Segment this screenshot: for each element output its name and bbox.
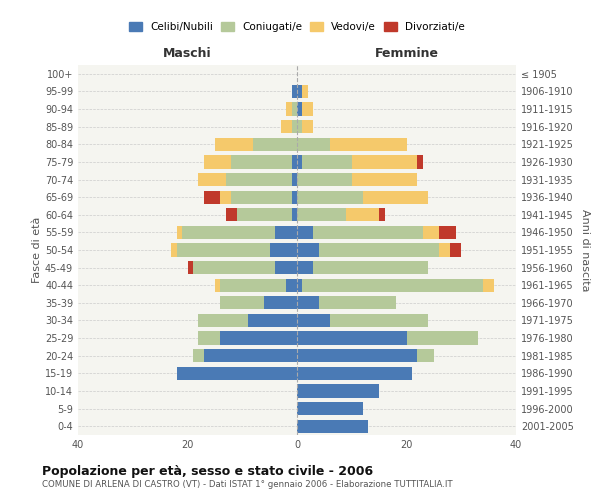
Bar	[302, 278, 483, 292]
Bar	[292, 120, 297, 134]
Bar	[199, 332, 220, 344]
Bar	[199, 314, 248, 327]
Bar	[450, 244, 461, 256]
Bar	[248, 314, 297, 327]
Bar	[231, 190, 292, 204]
Bar	[302, 120, 313, 134]
Bar	[292, 156, 297, 168]
Text: Femmine: Femmine	[374, 46, 439, 60]
Bar	[297, 296, 319, 310]
Bar	[418, 349, 434, 362]
Bar	[297, 349, 418, 362]
Bar	[297, 244, 319, 256]
Bar	[193, 349, 204, 362]
Bar	[297, 278, 302, 292]
Bar	[352, 173, 418, 186]
Bar	[297, 384, 379, 398]
Bar	[220, 296, 264, 310]
Bar	[176, 226, 182, 239]
Bar	[297, 190, 362, 204]
Bar	[237, 208, 292, 222]
Bar	[297, 332, 407, 344]
Bar	[171, 244, 176, 256]
Bar	[297, 102, 302, 116]
Bar	[204, 156, 232, 168]
Bar	[346, 208, 379, 222]
Bar	[226, 208, 237, 222]
Bar	[286, 102, 292, 116]
Bar	[269, 244, 297, 256]
Legend: Celibi/Nubili, Coniugati/e, Vedovi/e, Divorziati/e: Celibi/Nubili, Coniugati/e, Vedovi/e, Di…	[126, 18, 468, 35]
Bar	[418, 156, 423, 168]
Bar	[176, 366, 297, 380]
Bar	[215, 278, 220, 292]
Bar	[231, 156, 292, 168]
Bar	[313, 226, 423, 239]
Bar	[297, 226, 313, 239]
Bar	[379, 208, 385, 222]
Bar	[297, 402, 362, 415]
Bar	[292, 173, 297, 186]
Bar	[297, 208, 346, 222]
Bar	[292, 85, 297, 98]
Bar	[220, 278, 286, 292]
Bar	[297, 420, 368, 433]
Bar	[292, 208, 297, 222]
Bar	[297, 366, 412, 380]
Bar	[292, 190, 297, 204]
Bar	[297, 314, 330, 327]
Text: Maschi: Maschi	[163, 46, 212, 60]
Bar	[302, 156, 352, 168]
Bar	[439, 244, 450, 256]
Bar	[193, 261, 275, 274]
Bar	[423, 226, 439, 239]
Bar	[176, 244, 269, 256]
Bar	[297, 120, 302, 134]
Bar	[330, 314, 428, 327]
Bar	[439, 226, 456, 239]
Bar	[275, 261, 297, 274]
Text: COMUNE DI ARLENA DI CASTRO (VT) - Dati ISTAT 1° gennaio 2006 - Elaborazione TUTT: COMUNE DI ARLENA DI CASTRO (VT) - Dati I…	[42, 480, 452, 489]
Bar	[220, 190, 232, 204]
Bar	[302, 85, 308, 98]
Bar	[286, 278, 297, 292]
Bar	[204, 349, 297, 362]
Bar	[330, 138, 407, 151]
Bar	[297, 173, 352, 186]
Bar	[352, 156, 418, 168]
Bar	[215, 138, 253, 151]
Bar	[281, 120, 292, 134]
Bar	[297, 85, 302, 98]
Y-axis label: Anni di nascita: Anni di nascita	[580, 209, 590, 291]
Bar	[319, 296, 395, 310]
Bar	[297, 156, 302, 168]
Bar	[187, 261, 193, 274]
Bar	[362, 190, 428, 204]
Bar	[292, 102, 297, 116]
Bar	[483, 278, 494, 292]
Bar	[275, 226, 297, 239]
Bar	[297, 261, 313, 274]
Bar	[220, 332, 297, 344]
Bar	[182, 226, 275, 239]
Bar	[204, 190, 220, 204]
Bar	[319, 244, 439, 256]
Bar	[407, 332, 478, 344]
Bar	[302, 102, 313, 116]
Bar	[297, 138, 330, 151]
Bar	[199, 173, 226, 186]
Bar	[313, 261, 428, 274]
Y-axis label: Fasce di età: Fasce di età	[32, 217, 42, 283]
Bar	[253, 138, 297, 151]
Bar	[226, 173, 292, 186]
Text: Popolazione per età, sesso e stato civile - 2006: Popolazione per età, sesso e stato civil…	[42, 465, 373, 478]
Bar	[264, 296, 297, 310]
